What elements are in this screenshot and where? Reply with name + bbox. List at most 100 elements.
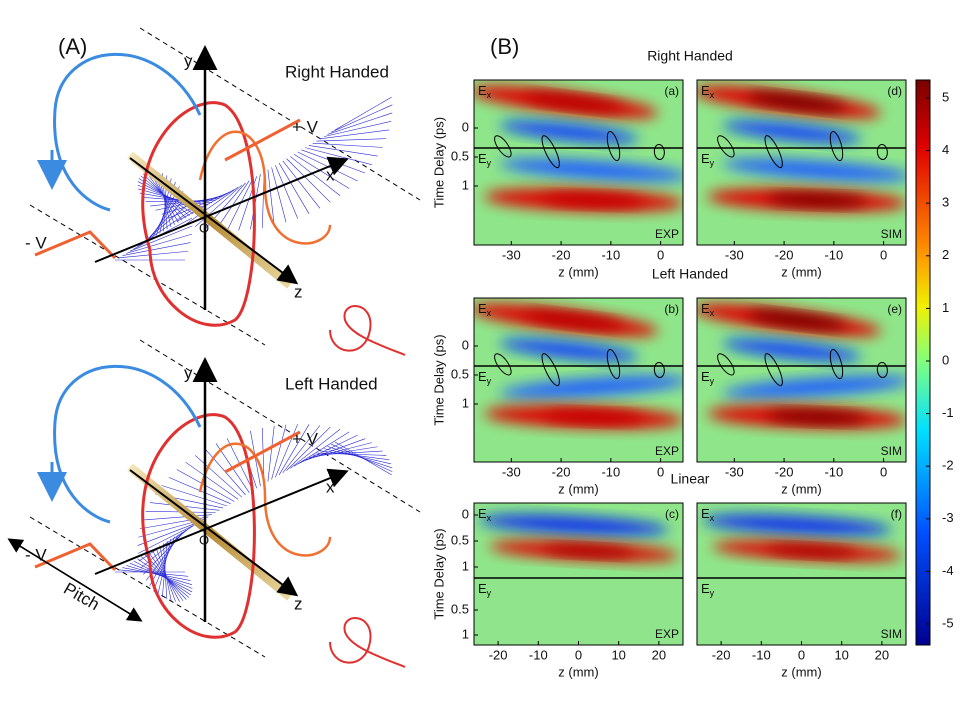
y-tick-label: 0.5 xyxy=(451,148,469,163)
origin: O xyxy=(199,220,209,235)
colorbar-label: 0 xyxy=(942,352,949,367)
x-tick-label: 20 xyxy=(875,647,889,662)
field-label: Ey xyxy=(478,581,492,598)
current-loop xyxy=(53,364,202,524)
source-label: SIM xyxy=(881,444,902,458)
axis-name: z xyxy=(294,594,303,613)
x-tick-label: 20 xyxy=(652,647,666,662)
colorbar-label: 4 xyxy=(942,142,949,157)
y-tick-label: 0 xyxy=(462,506,469,521)
field-vector xyxy=(312,142,383,148)
x-tick-label: -20 xyxy=(712,647,731,662)
polarization xyxy=(541,135,560,169)
subplot-tag: (e) xyxy=(887,302,902,316)
field-base: E xyxy=(478,83,487,98)
axis xyxy=(129,157,299,285)
field-label: Ex xyxy=(478,506,492,523)
field-band xyxy=(747,93,847,111)
field-band xyxy=(524,311,624,329)
field-band xyxy=(524,93,624,111)
subplot-tag: (c) xyxy=(665,507,679,521)
y-label: Time Delay (ps) xyxy=(431,528,446,619)
polarization xyxy=(876,144,888,160)
lead xyxy=(34,230,117,260)
axis-name: z xyxy=(294,282,303,301)
y-tick-label: 1 xyxy=(462,177,469,192)
x-tick-label: -20 xyxy=(489,647,508,662)
field-vector xyxy=(305,442,372,460)
axis-name: x xyxy=(326,477,335,496)
subplot-tag: (f) xyxy=(891,507,902,521)
subfigure-title: Right Handed xyxy=(285,62,389,81)
field-vector xyxy=(286,158,331,203)
field-vector xyxy=(323,121,392,137)
field-sub: y xyxy=(710,376,715,386)
panel-label: (A) xyxy=(58,34,87,59)
x-tick-label: 0 xyxy=(798,647,805,662)
field-base: E xyxy=(701,301,710,316)
field-sub: y xyxy=(487,588,492,598)
axis-name: x xyxy=(326,165,335,184)
guide xyxy=(139,27,421,201)
lead xyxy=(224,118,301,162)
plot-frame xyxy=(473,297,684,463)
field-vector xyxy=(118,569,189,577)
field-vector xyxy=(161,485,227,507)
field-label: Ey xyxy=(701,151,715,168)
pitch-dim xyxy=(7,538,141,621)
y-tick-label: 1 xyxy=(462,626,469,641)
field-vector xyxy=(168,191,231,219)
y-label: Time Delay (ps) xyxy=(431,334,446,425)
field-label: Ex xyxy=(701,83,715,100)
field-vector xyxy=(293,153,350,189)
polarization xyxy=(876,362,888,378)
field-vector xyxy=(185,461,239,500)
heatmap-bg xyxy=(474,578,683,645)
field-base: E xyxy=(478,369,487,384)
current-loop xyxy=(53,52,202,212)
x-tick-label: -30 xyxy=(502,464,521,479)
field-vector xyxy=(129,225,193,252)
field-vector xyxy=(334,96,392,131)
heatmap xyxy=(697,298,906,462)
field-sub: y xyxy=(487,376,492,386)
polarization xyxy=(494,135,512,158)
y-tick-label: 1 xyxy=(462,558,469,573)
x-tick-label: -20 xyxy=(552,464,571,479)
x-tick-label: -30 xyxy=(725,247,744,262)
voltage: - V xyxy=(25,233,47,252)
colorbar-label: -1 xyxy=(942,405,954,420)
x-label: z (mm) xyxy=(558,664,598,679)
field-band xyxy=(544,545,634,557)
y-tick-label: 1 xyxy=(462,395,469,410)
lead xyxy=(34,542,117,572)
x-tick-label: 0 xyxy=(880,247,887,262)
helix xyxy=(141,413,256,639)
field-sub: x xyxy=(710,308,715,318)
field-vector xyxy=(148,551,184,602)
x-tick-label: -30 xyxy=(502,247,521,262)
field-sub: x xyxy=(487,90,492,100)
field-vector xyxy=(290,428,341,469)
panel-a: Right Handed y x z O + V - V Left Handed y x z O + V… xyxy=(7,27,421,668)
source-label: EXP xyxy=(655,444,679,458)
field-label: Ex xyxy=(701,506,715,523)
voltage: + V xyxy=(292,117,319,136)
field-vector xyxy=(316,138,387,142)
field-vector xyxy=(293,431,350,467)
polarization xyxy=(764,135,783,169)
x-tick-label: -20 xyxy=(552,247,571,262)
field-vector xyxy=(278,162,310,214)
field-vector xyxy=(118,250,189,259)
field-vector xyxy=(122,242,191,256)
heatmap xyxy=(474,503,683,645)
field-vector xyxy=(137,521,201,546)
field-band xyxy=(499,121,639,143)
field-vector xyxy=(275,165,298,219)
field-vector xyxy=(320,129,390,140)
subplot-tag: (d) xyxy=(887,84,902,98)
rod xyxy=(127,151,293,289)
x-tick-label: -10 xyxy=(601,247,620,262)
field-vector xyxy=(282,425,321,474)
